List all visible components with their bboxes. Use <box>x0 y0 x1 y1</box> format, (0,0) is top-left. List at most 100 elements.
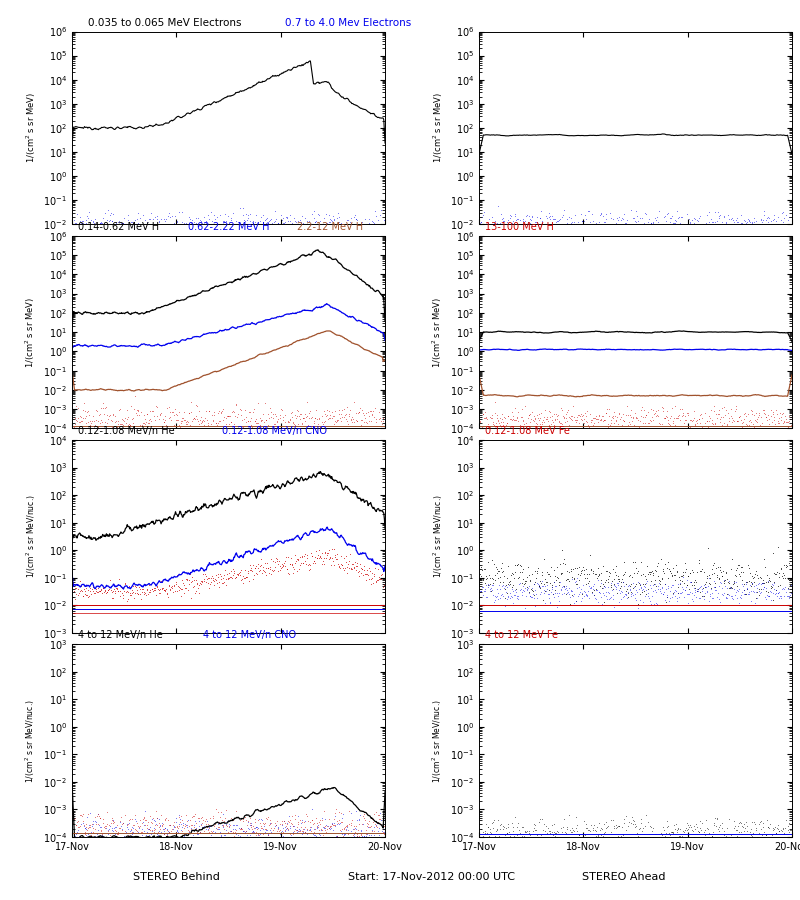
Point <box>156 419 169 434</box>
Point <box>778 571 791 585</box>
Point <box>100 585 113 599</box>
Point <box>559 580 572 595</box>
Point <box>726 411 738 426</box>
Point <box>347 829 360 843</box>
Point <box>179 818 192 832</box>
Point <box>118 219 131 233</box>
Point <box>525 832 538 846</box>
Point <box>318 220 331 234</box>
Point <box>189 823 202 837</box>
Point <box>270 551 282 565</box>
Point <box>611 569 624 583</box>
Point <box>599 207 612 221</box>
Point <box>356 402 369 417</box>
Point <box>689 212 702 226</box>
Point <box>691 820 704 834</box>
Point <box>627 211 640 225</box>
Point <box>186 808 199 823</box>
Point <box>569 821 582 835</box>
Point <box>298 815 310 830</box>
Point <box>758 830 770 844</box>
Point <box>270 818 282 832</box>
Point <box>87 425 100 439</box>
Point <box>622 220 634 235</box>
Point <box>342 407 355 421</box>
Point <box>769 566 782 580</box>
Point <box>680 207 693 221</box>
Point <box>73 221 86 236</box>
Point <box>130 580 142 594</box>
Point <box>786 816 798 831</box>
Point <box>637 839 650 853</box>
Point <box>72 582 85 597</box>
Point <box>715 580 728 595</box>
Point <box>323 820 336 834</box>
Point <box>768 212 781 226</box>
Point <box>88 212 101 226</box>
Point <box>473 811 486 825</box>
Point <box>738 214 751 229</box>
Point <box>749 816 762 831</box>
Point <box>157 220 170 234</box>
Point <box>218 214 231 229</box>
Point <box>581 821 594 835</box>
Point <box>745 584 758 598</box>
Point <box>543 206 556 220</box>
Point <box>595 206 608 220</box>
Point <box>278 555 290 570</box>
Point <box>778 557 790 572</box>
Point <box>343 219 356 233</box>
Point <box>261 812 274 826</box>
Point <box>218 568 231 582</box>
Point <box>767 566 780 580</box>
Point <box>624 225 637 239</box>
Point <box>87 414 100 428</box>
Point <box>603 565 616 580</box>
Point <box>80 828 93 842</box>
Point <box>606 411 619 426</box>
Point <box>145 413 158 428</box>
Point <box>351 414 364 428</box>
Point <box>201 413 214 428</box>
Point <box>569 217 582 231</box>
Point <box>334 815 347 830</box>
Point <box>615 575 628 590</box>
Point <box>690 219 702 233</box>
Point <box>679 821 692 835</box>
Point <box>306 556 319 571</box>
Point <box>619 408 632 422</box>
Point <box>622 586 634 600</box>
Point <box>681 578 694 592</box>
Point <box>125 823 138 837</box>
Point <box>137 581 150 596</box>
Point <box>782 213 794 228</box>
Point <box>615 572 628 586</box>
Point <box>762 572 775 587</box>
Point <box>354 557 366 572</box>
Point <box>329 819 342 833</box>
Point <box>714 595 726 609</box>
Point <box>505 215 518 230</box>
Point <box>750 563 762 578</box>
Point <box>658 593 671 608</box>
Point <box>67 420 80 435</box>
Point <box>298 411 310 426</box>
Point <box>589 823 602 837</box>
Point <box>148 580 161 595</box>
Point <box>345 215 358 230</box>
Point <box>782 816 795 831</box>
Point <box>650 404 663 419</box>
Point <box>538 402 551 417</box>
Point <box>513 577 526 591</box>
Point <box>131 819 144 833</box>
Point <box>346 557 359 572</box>
Point <box>172 816 185 831</box>
Point <box>614 586 626 600</box>
Point <box>784 586 797 600</box>
Point <box>488 215 501 230</box>
Point <box>639 580 652 594</box>
Point <box>716 418 729 432</box>
Point <box>268 830 281 844</box>
Point <box>210 831 222 845</box>
Point <box>277 829 290 843</box>
